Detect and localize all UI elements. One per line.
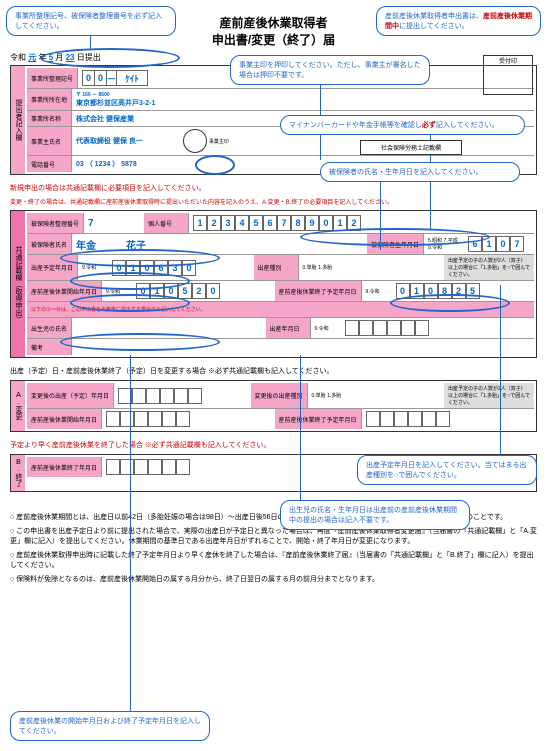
addr-label: 事業所所在地: [27, 89, 72, 110]
leave-end-label: 産前産後休業終了予定年月日: [275, 281, 362, 301]
end-tab: B.終了: [11, 455, 25, 491]
change-due-label: 変更後の出産（予定）年月日: [27, 383, 114, 408]
form-page: 事業所整理記号、被保険者整理番号を必ず記入してください。 産前産後休業取得者申出…: [0, 0, 547, 751]
callout-change-due: 出産予定年月日を記入してください。当てはまる出産種別を○で囲んでください。: [357, 455, 537, 485]
change-end-value: [362, 409, 534, 429]
callout-stamp: 事業主印を押印してください。ただし、事業主が署名した場合は押印不要です。: [230, 55, 430, 85]
submitter-tab: 提出者記入欄: [11, 66, 25, 174]
footer-note-4: ○ 保険料が免除となるのは、産前産後休業開始日の属する月分から、終了日翌日の属す…: [10, 574, 537, 584]
callout-submit-period: 産前産後休業取得者申出書は、産前産後休業期間中に提出してください。: [376, 6, 541, 36]
change-section: A.変更 変更後の出産（予定）年月日 変更後の出産種別 0.単胎 1.多胎 出産…: [10, 380, 537, 432]
owner-stamp-circle: [183, 129, 207, 153]
change-heading: 出産（予定）日・産前産後休業終了（予定）日を変更する場合 ※必ず共通記載欄も記入…: [10, 366, 537, 376]
insured-no-label: 被保険者整理番号: [27, 213, 84, 233]
callout-mynumber: マイナンバーカードや年金手帳等を確認し必ず記入してください。: [280, 115, 525, 135]
note-change: 変更・終了の場合は、共通記載欄に産前産後休業取得時に提出いただいた内容を記入のう…: [10, 197, 537, 206]
change-type-label: 変更後の出産種別: [251, 383, 308, 408]
birth-type-label: 出産種別: [254, 255, 299, 280]
child-dob-label: 出産年月日: [266, 318, 311, 338]
owner-label: 事業主氏名: [27, 127, 72, 155]
birth-type-value: 0.単胎 1.多胎: [299, 255, 445, 280]
office-code-label: 事業所整理記号: [27, 68, 78, 88]
insured-name-label: 被保険者氏名: [27, 234, 72, 254]
birth-type-note: 出産予定の子の人数が2人（双子）以上の場合に「1.多胎」を○で囲んでください。: [444, 255, 534, 280]
child-dob-value: [341, 318, 535, 338]
personal-no-label: 個人番号: [144, 213, 189, 233]
note-new: 新規申出の場合は共通記載欄に必要項目を記入してください。: [10, 183, 537, 193]
callout-bottom: 産前産後休業の開始年月日および終了予定年月日を記入してください。: [10, 711, 210, 741]
change-start-value: [102, 409, 274, 429]
callout-insured-name: 被保険者の氏名・生年月日を記入してください。: [320, 162, 520, 182]
end-end-label: 産前産後休業終了年月日: [27, 457, 102, 477]
leave-end-era: 9.令和: [362, 281, 392, 301]
change-due-value: [114, 383, 250, 408]
callout-office-code: 事業所整理記号、被保険者整理番号を必ず記入してください。: [6, 6, 176, 36]
change-end-label: 産前産後休業終了予定年月日: [275, 409, 362, 429]
callout-child-info: 出生児の氏名・生年月日は出産前の産前産後休業期間中の提出の場合は記入不要です。: [280, 500, 470, 530]
change-tab: A.変更: [11, 381, 25, 431]
footer-note-3: ○ 産前産後休業取得申出時に記載した終了予定年月日より早く産休を終了した場合は、…: [10, 550, 537, 570]
change-type-note: 出産予定の子の人数が2人（双子）以上の場合に「1.多胎」を○で囲んでください。: [444, 383, 534, 408]
office-name-label: 事業所名称: [27, 111, 72, 126]
receipt-stamp: 受付印: [483, 55, 533, 95]
sr-box: 社会保険労務士記載欄: [360, 140, 462, 155]
common-tab: 共通記載欄（取得申出）: [11, 211, 25, 357]
addr-value: 〒 166 － 8600 東京都杉並区高井戸3-2-1: [72, 89, 534, 110]
child-name-label: 出生児の氏名: [27, 318, 72, 338]
tel-label: 電話番号: [27, 156, 72, 172]
insured-no-value: 7: [84, 213, 144, 233]
child-dob-era: 9.令和: [311, 318, 341, 338]
change-start-label: 産前産後休業開始年月日: [27, 409, 102, 429]
end-heading: 予定より早く産前産後休業を終了した場合 ※必ず共通記載欄も記入してください。: [10, 440, 537, 450]
change-type-value: 0.単胎 1.多胎: [308, 383, 444, 408]
